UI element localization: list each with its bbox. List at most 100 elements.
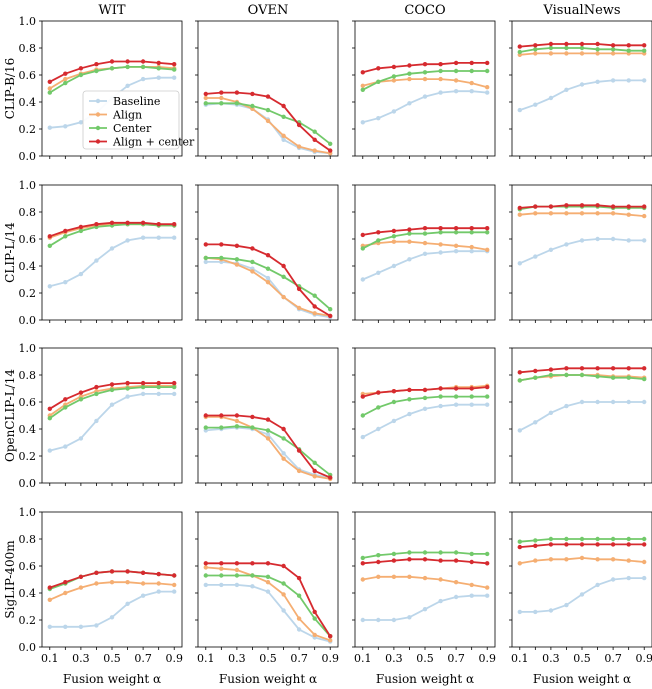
data-point-align-center: [234, 413, 240, 418]
data-point-align-center: [219, 561, 224, 566]
data-point-align: [548, 51, 554, 56]
data-point-baseline: [281, 451, 286, 456]
data-point-align-center: [63, 71, 68, 76]
data-point-align-center: [595, 203, 600, 208]
data-point-center: [469, 230, 474, 235]
x-axis-label: Fusion weight α: [219, 672, 317, 686]
data-point-baseline: [533, 102, 538, 107]
data-point-center: [234, 257, 240, 262]
data-point-baseline: [250, 584, 255, 589]
data-point-baseline: [94, 418, 99, 424]
data-point-align-center: [533, 43, 538, 48]
data-point-baseline: [63, 124, 68, 129]
data-point-baseline: [642, 399, 647, 405]
data-point-baseline: [564, 403, 569, 409]
data-point-align: [203, 565, 208, 570]
data-point-align-center: [469, 386, 474, 391]
data-point-baseline: [533, 254, 538, 259]
data-point-baseline: [125, 394, 130, 399]
data-point-baseline: [109, 246, 115, 251]
x-tick-label: 0.7: [290, 652, 308, 665]
data-point-align: [626, 558, 631, 563]
data-point-align-center: [564, 542, 569, 547]
data-point-center: [203, 425, 208, 430]
data-point-baseline: [125, 238, 130, 243]
data-point-align: [548, 557, 554, 562]
data-point-align: [407, 239, 412, 244]
data-point-center: [360, 413, 365, 418]
data-point-center: [438, 394, 443, 399]
data-point-align-center: [156, 380, 161, 386]
data-point-align-center: [250, 414, 255, 420]
data-point-align-center: [595, 366, 600, 371]
data-point-align: [172, 582, 177, 588]
data-point-align: [296, 468, 302, 474]
data-point-align-center: [281, 263, 286, 269]
data-point-align-center: [485, 561, 490, 566]
legend-marker-align: [95, 112, 101, 117]
data-point-baseline: [469, 249, 474, 254]
y-tick-label: 1.0: [19, 342, 37, 355]
data-point-center: [109, 387, 115, 393]
data-point-align-center: [94, 61, 99, 67]
data-point-align: [360, 83, 365, 89]
data-point-align: [140, 581, 146, 586]
data-point-align-center: [203, 561, 208, 566]
data-point-align-center: [610, 366, 616, 371]
data-point-align-center: [453, 558, 459, 563]
data-point-baseline: [391, 418, 397, 424]
data-point-baseline: [391, 263, 397, 269]
data-point-baseline: [407, 615, 412, 620]
data-point-center: [203, 573, 208, 578]
data-point-align: [610, 211, 616, 216]
data-point-baseline: [485, 593, 490, 598]
data-point-center: [265, 574, 271, 579]
data-point-center: [312, 460, 317, 465]
data-point-align: [610, 51, 616, 56]
data-point-baseline: [156, 75, 161, 80]
data-point-align-center: [94, 570, 99, 575]
data-point-baseline: [63, 624, 68, 629]
data-point-baseline: [485, 90, 490, 95]
data-point-align: [595, 211, 600, 216]
data-point-align-center: [203, 91, 208, 97]
data-point-center: [172, 384, 177, 390]
data-point-baseline: [109, 402, 115, 407]
panel-frame-clip-b-16-oven: [197, 20, 339, 157]
data-point-center: [63, 80, 68, 86]
data-point-baseline: [595, 236, 600, 242]
data-point-baseline: [94, 258, 99, 263]
data-point-align-center: [109, 59, 115, 64]
data-point-center: [485, 551, 490, 557]
data-point-align-center: [265, 253, 271, 258]
data-point-baseline: [533, 420, 538, 425]
data-point-align: [391, 78, 397, 83]
data-point-baseline: [234, 582, 240, 588]
y-tick-label: 1.0: [19, 506, 37, 519]
data-point-align-center: [328, 634, 333, 639]
x-tick-label: 0.5: [259, 652, 277, 665]
data-point-align-center: [422, 61, 428, 67]
data-point-baseline: [422, 251, 428, 256]
data-point-center: [407, 71, 412, 76]
data-point-baseline: [469, 402, 474, 407]
data-point-align: [438, 76, 443, 82]
data-point-align: [422, 575, 428, 581]
panel-frame-openclip-l-14-coco: [354, 347, 496, 484]
data-point-baseline: [626, 238, 631, 243]
data-point-center: [125, 386, 130, 391]
data-point-center: [219, 255, 224, 261]
x-tick-label: 0.3: [72, 652, 90, 665]
data-point-baseline: [422, 94, 428, 99]
data-point-align-center: [533, 368, 538, 374]
data-point-center: [78, 228, 84, 234]
data-point-align-center: [328, 148, 333, 153]
data-point-align: [296, 305, 302, 311]
column-title-oven: OVEN: [248, 3, 289, 18]
data-point-align-center: [281, 426, 286, 432]
data-point-center: [250, 103, 255, 109]
data-point-baseline: [642, 575, 647, 581]
data-point-baseline: [438, 250, 443, 255]
x-tick-label: 0.1: [354, 652, 372, 665]
data-point-align: [469, 80, 474, 86]
